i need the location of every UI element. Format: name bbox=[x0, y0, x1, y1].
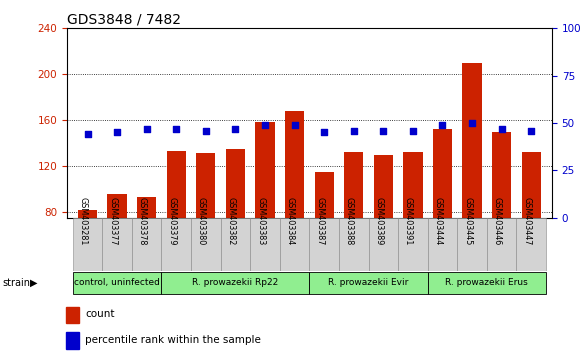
Bar bbox=[196, 153, 216, 218]
Point bbox=[83, 132, 92, 137]
Bar bbox=[344, 152, 363, 218]
Bar bbox=[256, 122, 275, 218]
Text: control, uninfected: control, uninfected bbox=[74, 278, 160, 287]
Point bbox=[438, 122, 447, 128]
Text: count: count bbox=[85, 309, 115, 320]
Bar bbox=[433, 129, 452, 218]
Point bbox=[201, 128, 210, 133]
Text: GDS3848 / 7482: GDS3848 / 7482 bbox=[67, 12, 181, 27]
Text: GSM403446: GSM403446 bbox=[493, 197, 501, 245]
Text: percentile rank within the sample: percentile rank within the sample bbox=[85, 335, 261, 345]
Point bbox=[231, 126, 240, 132]
Point bbox=[526, 128, 536, 133]
Bar bbox=[517, 218, 546, 271]
Text: GSM403447: GSM403447 bbox=[522, 197, 531, 245]
Text: GSM403391: GSM403391 bbox=[404, 197, 413, 245]
Bar bbox=[368, 218, 398, 271]
Bar bbox=[73, 218, 102, 271]
Point bbox=[349, 128, 358, 133]
Bar bbox=[66, 332, 80, 348]
Bar bbox=[428, 272, 546, 295]
Text: GSM403388: GSM403388 bbox=[345, 197, 354, 245]
Bar bbox=[132, 218, 162, 271]
Text: strain: strain bbox=[3, 278, 31, 288]
Bar bbox=[167, 151, 186, 218]
Bar bbox=[66, 307, 80, 323]
Point bbox=[171, 126, 181, 132]
Bar bbox=[191, 218, 221, 271]
Text: GSM403382: GSM403382 bbox=[227, 197, 235, 245]
Bar bbox=[374, 155, 393, 218]
Bar bbox=[162, 218, 191, 271]
Bar bbox=[522, 152, 541, 218]
Bar bbox=[107, 194, 127, 218]
Bar bbox=[462, 63, 482, 218]
Bar bbox=[137, 197, 156, 218]
Text: R. prowazekii Erus: R. prowazekii Erus bbox=[446, 278, 528, 287]
Bar bbox=[285, 111, 304, 218]
Bar bbox=[250, 218, 280, 271]
Text: GSM403445: GSM403445 bbox=[463, 197, 472, 245]
Point bbox=[320, 130, 329, 135]
Text: GSM403377: GSM403377 bbox=[108, 197, 117, 245]
Bar bbox=[487, 218, 517, 271]
Bar bbox=[398, 218, 428, 271]
Bar bbox=[226, 149, 245, 218]
Point bbox=[113, 130, 122, 135]
Bar bbox=[309, 272, 428, 295]
Text: R. prowazekii Evir: R. prowazekii Evir bbox=[328, 278, 408, 287]
Bar bbox=[314, 172, 334, 218]
Text: R. prowazekii Rp22: R. prowazekii Rp22 bbox=[192, 278, 278, 287]
Bar bbox=[339, 218, 368, 271]
Point bbox=[142, 126, 151, 132]
Point bbox=[408, 128, 418, 133]
Text: GSM403387: GSM403387 bbox=[315, 197, 324, 245]
Bar bbox=[102, 218, 132, 271]
Bar bbox=[221, 218, 250, 271]
Bar bbox=[73, 272, 162, 295]
Point bbox=[379, 128, 388, 133]
Bar bbox=[492, 132, 511, 218]
Text: GSM403383: GSM403383 bbox=[256, 197, 265, 245]
Point bbox=[468, 120, 477, 126]
Text: GSM403444: GSM403444 bbox=[433, 197, 443, 245]
Text: GSM403379: GSM403379 bbox=[167, 197, 176, 245]
Text: GSM403380: GSM403380 bbox=[197, 197, 206, 245]
Bar bbox=[280, 218, 309, 271]
Point bbox=[497, 126, 506, 132]
Bar bbox=[403, 152, 422, 218]
Point bbox=[290, 122, 299, 128]
Text: GSM403389: GSM403389 bbox=[374, 197, 383, 245]
Text: GSM403384: GSM403384 bbox=[286, 197, 295, 245]
Bar bbox=[309, 218, 339, 271]
Text: GSM403281: GSM403281 bbox=[78, 197, 88, 245]
Bar bbox=[457, 218, 487, 271]
Bar bbox=[428, 218, 457, 271]
Bar bbox=[78, 210, 97, 218]
Bar bbox=[162, 272, 309, 295]
Point bbox=[260, 122, 270, 128]
Text: ▶: ▶ bbox=[30, 278, 38, 288]
Text: GSM403378: GSM403378 bbox=[138, 197, 146, 245]
